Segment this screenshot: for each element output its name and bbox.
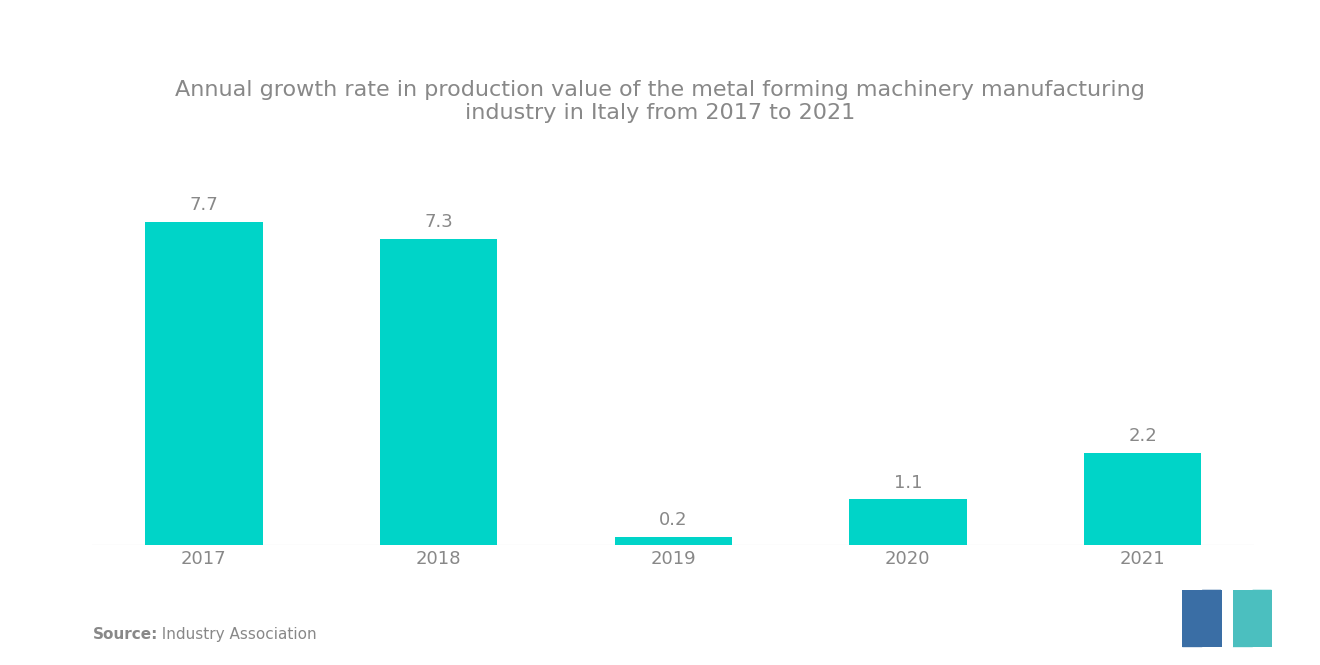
Bar bbox=[380, 239, 498, 545]
Text: 7.3: 7.3 bbox=[424, 213, 453, 231]
Polygon shape bbox=[1183, 590, 1203, 647]
Bar bbox=[145, 222, 263, 545]
Text: Annual growth rate in production value of the metal forming machinery manufactur: Annual growth rate in production value o… bbox=[176, 80, 1144, 123]
Polygon shape bbox=[1253, 590, 1272, 647]
Text: 0.2: 0.2 bbox=[659, 511, 688, 529]
Polygon shape bbox=[1233, 590, 1271, 647]
Bar bbox=[615, 537, 731, 545]
Polygon shape bbox=[1203, 590, 1222, 647]
Text: 1.1: 1.1 bbox=[894, 473, 923, 491]
Polygon shape bbox=[1183, 590, 1221, 647]
Text: 2.2: 2.2 bbox=[1129, 428, 1156, 446]
Bar bbox=[849, 499, 966, 545]
Polygon shape bbox=[1233, 590, 1253, 647]
Text: Source:: Source: bbox=[92, 626, 158, 642]
Text: Industry Association: Industry Association bbox=[152, 626, 317, 642]
Bar bbox=[1084, 453, 1201, 545]
Text: 7.7: 7.7 bbox=[190, 196, 218, 214]
